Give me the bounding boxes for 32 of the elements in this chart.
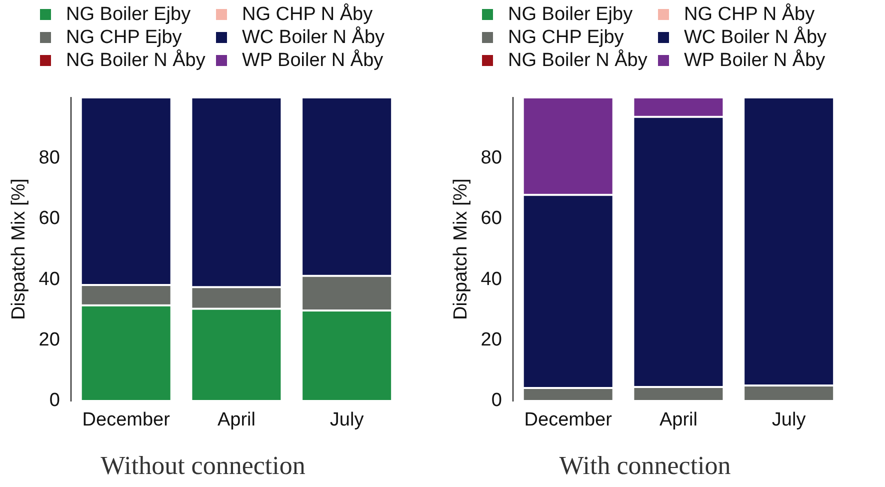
legend-label: NG CHP Ejby — [65, 26, 183, 49]
y-tick-label: 20 — [480, 330, 502, 351]
x-tick-label: April — [659, 410, 698, 431]
x-tick-label: December — [524, 410, 613, 431]
y-tick-label: 20 — [38, 330, 60, 351]
legend-label: NG Boiler Ejby — [507, 3, 634, 26]
legend-label: NG CHP N Åby — [683, 3, 816, 26]
y-tick-label: 60 — [38, 208, 60, 230]
legend-label: WC Boiler N Åby — [683, 26, 828, 49]
legend-label: WC Boiler N Åby — [241, 26, 386, 49]
legend-label: WP Boiler N Åby — [241, 49, 384, 72]
y-tick-label: 80 — [38, 147, 60, 168]
legend-label: NG CHP N Åby — [241, 3, 374, 26]
x-tick-label: July — [772, 410, 806, 431]
legend-label: NG CHP Ejby — [507, 26, 625, 49]
legend-label: NG Boiler N Åby — [65, 49, 206, 72]
legend-label: NG Boiler N Åby — [507, 49, 648, 72]
legend-label: WP Boiler N Åby — [683, 49, 826, 72]
y-axis-title: Dispatch Mix [%] — [450, 178, 472, 320]
y-tick-label: 60 — [480, 208, 502, 230]
y-tick-label: 0 — [49, 390, 60, 412]
text: With connection — [559, 451, 731, 480]
x-tick-label: April — [217, 410, 256, 431]
y-tick-label: 40 — [38, 268, 60, 290]
x-tick-label: July — [330, 410, 364, 431]
y-tick-label: 0 — [491, 390, 502, 412]
y-tick-label: 80 — [480, 147, 502, 168]
text: Without connection — [100, 451, 306, 480]
y-tick-label: 40 — [480, 268, 502, 290]
y-axis-title: Dispatch Mix [%] — [8, 178, 30, 320]
x-tick-label: December — [82, 410, 171, 431]
legend-label: NG Boiler Ejby — [65, 3, 192, 26]
